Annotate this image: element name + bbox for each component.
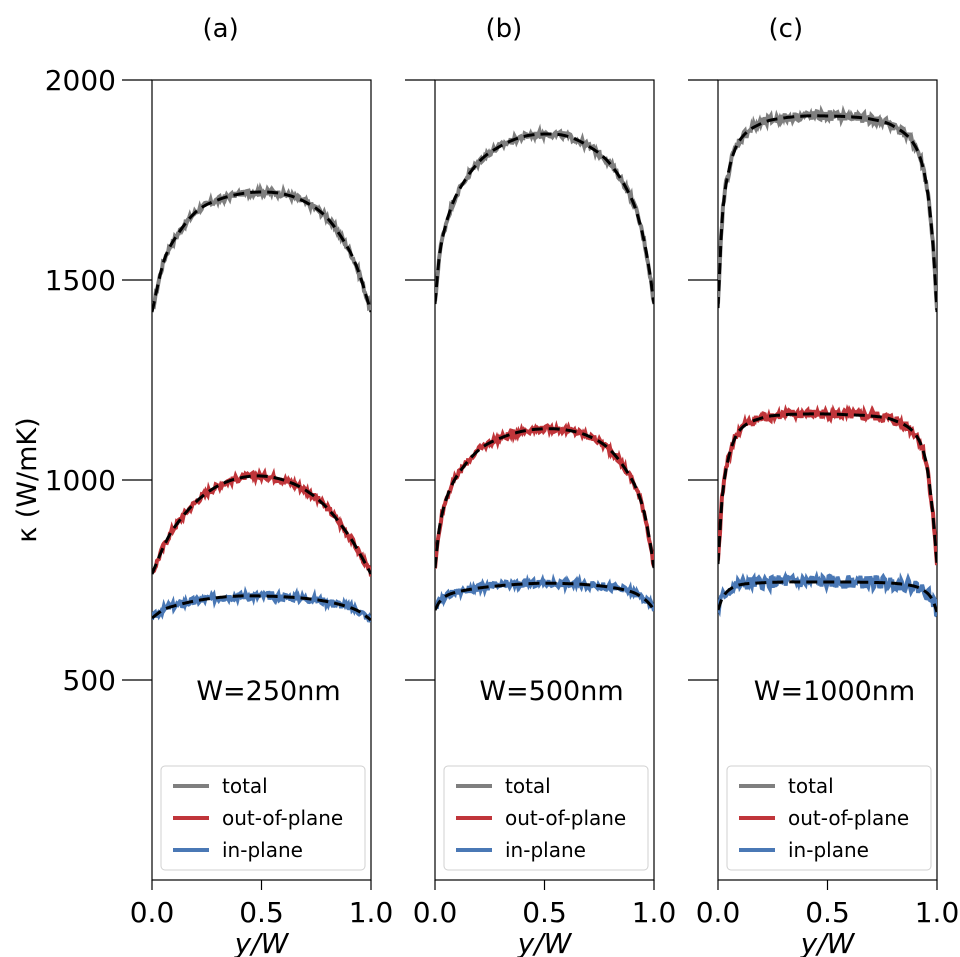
- fit-line-out-of-plane: [718, 412, 937, 565]
- fit-line-total: [152, 190, 371, 313]
- series-line-out-of-plane: [152, 467, 371, 577]
- legend-label: total: [222, 774, 268, 798]
- x-tick-label: 0.0: [413, 896, 458, 929]
- panel-b: (b) 0.0 0.5 1.0 y/W W=500nm total out-of-plane i…: [405, 14, 676, 957]
- x-tick-label: 1.0: [632, 896, 677, 929]
- fit-line-in-plane: [152, 594, 371, 622]
- panel-a: (a) 500 1000 1500 2000 0.0 0.5 1.0 y/W W=250nm tot…: [45, 14, 394, 957]
- series-line-out-of-plane: [718, 403, 937, 566]
- x-axis-label: y/W: [234, 927, 290, 957]
- fit-line-in-plane: [435, 581, 654, 611]
- y-tick-label: 2000: [45, 64, 116, 97]
- width-annotation: W=500nm: [479, 676, 623, 707]
- series-line-in-plane: [435, 573, 654, 612]
- series-line-in-plane: [152, 585, 371, 623]
- axes-frame: [434, 79, 655, 881]
- x-axis-label: y/W: [517, 927, 573, 957]
- x-tick-label: 0.5: [522, 896, 567, 929]
- legend-label: in-plane: [222, 838, 303, 862]
- panel-c: (c) 0.0 0.5 1.0 y/W W=1000nm total out-of-plane…: [688, 14, 959, 957]
- legend-label: out-of-plane: [222, 806, 343, 830]
- width-annotation: W=1000nm: [754, 676, 915, 707]
- x-tick-label: 0.5: [805, 896, 850, 929]
- panel-label: (c): [769, 14, 804, 44]
- series-line-total: [718, 104, 937, 311]
- legend-label: out-of-plane: [788, 806, 909, 830]
- axes-frame: [717, 79, 938, 881]
- fit-line-total: [718, 114, 937, 313]
- legend-box: [726, 765, 932, 871]
- x-axis-label: y/W: [800, 927, 856, 957]
- x-tick-label: 1.0: [349, 896, 394, 929]
- legend-label: out-of-plane: [505, 806, 626, 830]
- panel-label: (b): [486, 14, 523, 44]
- fit-line-total: [435, 132, 654, 305]
- fit-line-in-plane: [718, 580, 937, 613]
- fit-line-out-of-plane: [435, 427, 654, 569]
- y-axis-label: κ (W/mK): [12, 417, 43, 542]
- y-tick-label: 500: [63, 664, 116, 697]
- panel-label: (a): [203, 14, 239, 44]
- x-tick-label: 1.0: [915, 896, 960, 929]
- legend-label: total: [788, 774, 834, 798]
- x-tick-label: 0.5: [239, 896, 284, 929]
- fit-line-out-of-plane: [152, 474, 371, 575]
- x-tick-label: 0.0: [130, 896, 175, 929]
- y-tick-label: 1000: [45, 464, 116, 497]
- legend-box: [160, 765, 366, 871]
- y-tick-label: 1500: [45, 264, 116, 297]
- legend-label: in-plane: [788, 838, 869, 862]
- series-line-total: [435, 123, 654, 303]
- x-tick-label: 0.0: [696, 896, 741, 929]
- legend-label: in-plane: [505, 838, 586, 862]
- series-line-total: [152, 182, 371, 312]
- legend-box: [443, 765, 649, 871]
- series-line-out-of-plane: [435, 420, 654, 569]
- legend-label: total: [505, 774, 551, 798]
- width-annotation: W=250nm: [196, 676, 340, 707]
